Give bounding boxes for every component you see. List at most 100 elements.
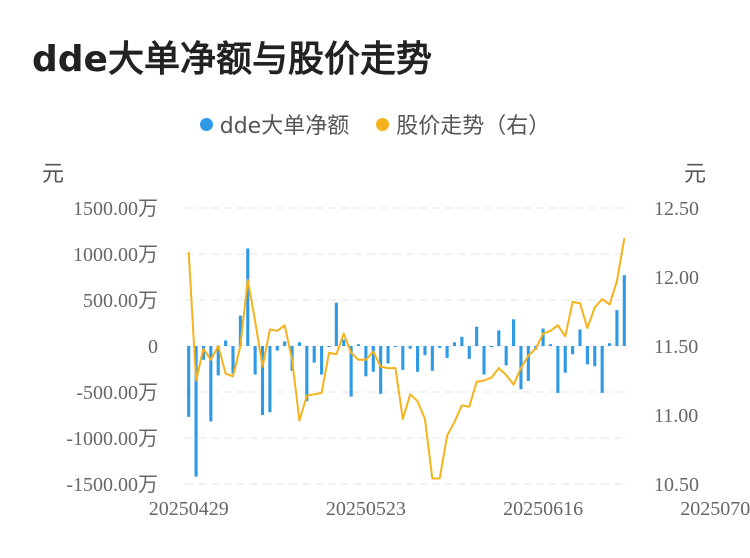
price-point <box>601 298 603 300</box>
legend-item-price[interactable]: 股价走势（右） <box>376 108 550 140</box>
price-point <box>343 332 345 335</box>
dde-bar <box>460 336 464 346</box>
dde-bar <box>364 346 368 377</box>
dde-bar <box>246 248 250 346</box>
y-left-tick-label: 1000.00万 <box>73 244 158 266</box>
price-point <box>416 400 419 402</box>
y-right-tick-label: 11.00 <box>654 405 698 427</box>
y-left-tick-label: 1500.00万 <box>73 198 158 220</box>
price-point <box>431 477 433 480</box>
y-right-tick-label: 11.50 <box>654 336 698 358</box>
x-tick-label: 20250707 <box>680 498 750 520</box>
dde-bar <box>482 346 486 375</box>
dde-bar <box>512 319 516 346</box>
price-point <box>402 418 404 420</box>
price-point <box>298 419 301 422</box>
price-point <box>372 350 374 353</box>
legend-label-dde: dde大单净额 <box>219 114 350 139</box>
price-point <box>579 302 581 304</box>
dde-bar <box>253 346 257 375</box>
chart-title: dde大单净额与股价走势 <box>32 39 432 80</box>
dde-bar <box>320 346 324 375</box>
dde-bar <box>504 346 508 366</box>
dde-bar <box>571 346 575 355</box>
y-left-tick-label: -500.00万 <box>76 382 158 404</box>
price-point <box>564 335 566 337</box>
price-point <box>424 418 426 420</box>
dde-bar <box>371 346 375 372</box>
price-point <box>535 348 537 350</box>
dde-bar <box>312 346 316 363</box>
dde-bar <box>356 344 361 346</box>
y-left-tick-label: 0 <box>148 336 158 358</box>
price-point <box>512 384 515 386</box>
price-point <box>254 320 256 322</box>
y-left-tick-label: -1500.00万 <box>66 474 158 496</box>
price-point <box>572 301 574 303</box>
price-point <box>239 345 241 347</box>
price-point <box>439 477 441 480</box>
dde-bar <box>497 330 501 346</box>
dde-bar <box>622 275 626 346</box>
price-point <box>483 379 485 382</box>
left-axis-unit: 元 <box>42 162 65 187</box>
price-point <box>320 392 323 394</box>
price-point <box>357 359 360 361</box>
dde-bar <box>578 329 582 346</box>
dde-bar <box>393 346 397 347</box>
legend: dde大单净额 股价走势（右） <box>0 108 750 140</box>
dde-bar <box>452 342 457 346</box>
legend-item-dde[interactable]: dde大单净额 <box>199 108 350 140</box>
dde-bar <box>593 346 597 367</box>
price-line <box>187 238 626 480</box>
right-axis-unit: 元 <box>684 162 707 187</box>
price-point <box>394 367 397 369</box>
dde-bar <box>423 346 427 356</box>
price-point <box>542 332 544 335</box>
dde-bar <box>379 346 383 394</box>
dde-bar <box>445 346 449 358</box>
price-point <box>586 327 588 329</box>
dde-bar <box>408 346 412 349</box>
price-point <box>468 406 470 408</box>
price-point <box>608 304 611 306</box>
price-point <box>217 345 219 347</box>
dde-bar <box>275 346 279 351</box>
price-point <box>527 355 529 357</box>
price-point <box>453 421 456 423</box>
y-left-tick-label: 500.00万 <box>83 290 158 312</box>
legend-dot-orange-icon <box>376 117 390 131</box>
price-point <box>557 324 559 326</box>
dde-bar <box>342 339 346 346</box>
dde-bar <box>209 346 213 422</box>
y-right-tick-label: 12.50 <box>654 198 699 220</box>
price-point <box>409 393 411 395</box>
x-tick-label: 20250523 <box>326 498 406 520</box>
price-point <box>549 330 552 332</box>
dde-bar <box>401 346 405 370</box>
dde-bar <box>548 344 553 346</box>
dde-bar <box>194 346 198 477</box>
price-point <box>195 379 197 382</box>
y-left-tick-label: -1000.00万 <box>66 428 158 450</box>
dde-bar <box>334 302 338 346</box>
price-point <box>365 359 367 361</box>
x-tick-label: 20250616 <box>503 498 583 520</box>
dde-bar <box>349 346 353 397</box>
dde-bar <box>386 346 390 364</box>
dde-bar <box>231 346 235 374</box>
dde-bar <box>607 343 612 346</box>
dde-bar <box>187 346 191 417</box>
price-point <box>446 435 448 437</box>
dde-bar <box>297 342 301 346</box>
dde-bar <box>615 310 619 346</box>
y-right-tick-label: 10.50 <box>654 474 699 496</box>
price-point <box>387 367 389 369</box>
price-point <box>188 251 190 253</box>
dde-bar <box>467 346 471 359</box>
dde-bar <box>268 346 272 413</box>
price-point <box>210 359 212 361</box>
price-point <box>306 395 308 397</box>
dde-bar <box>430 346 434 371</box>
